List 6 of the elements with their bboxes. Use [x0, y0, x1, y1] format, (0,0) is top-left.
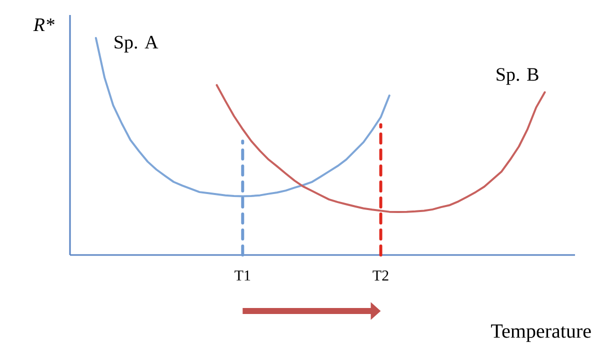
series-label: Sp. B	[496, 68, 538, 85]
series-label: Sp. A	[114, 36, 158, 52]
y-axis-title: R*	[33, 18, 54, 31]
x-axis-title: Temperature	[491, 324, 591, 342]
x-tick-label: T1	[234, 270, 250, 280]
x-tick-label: T2	[372, 270, 388, 280]
